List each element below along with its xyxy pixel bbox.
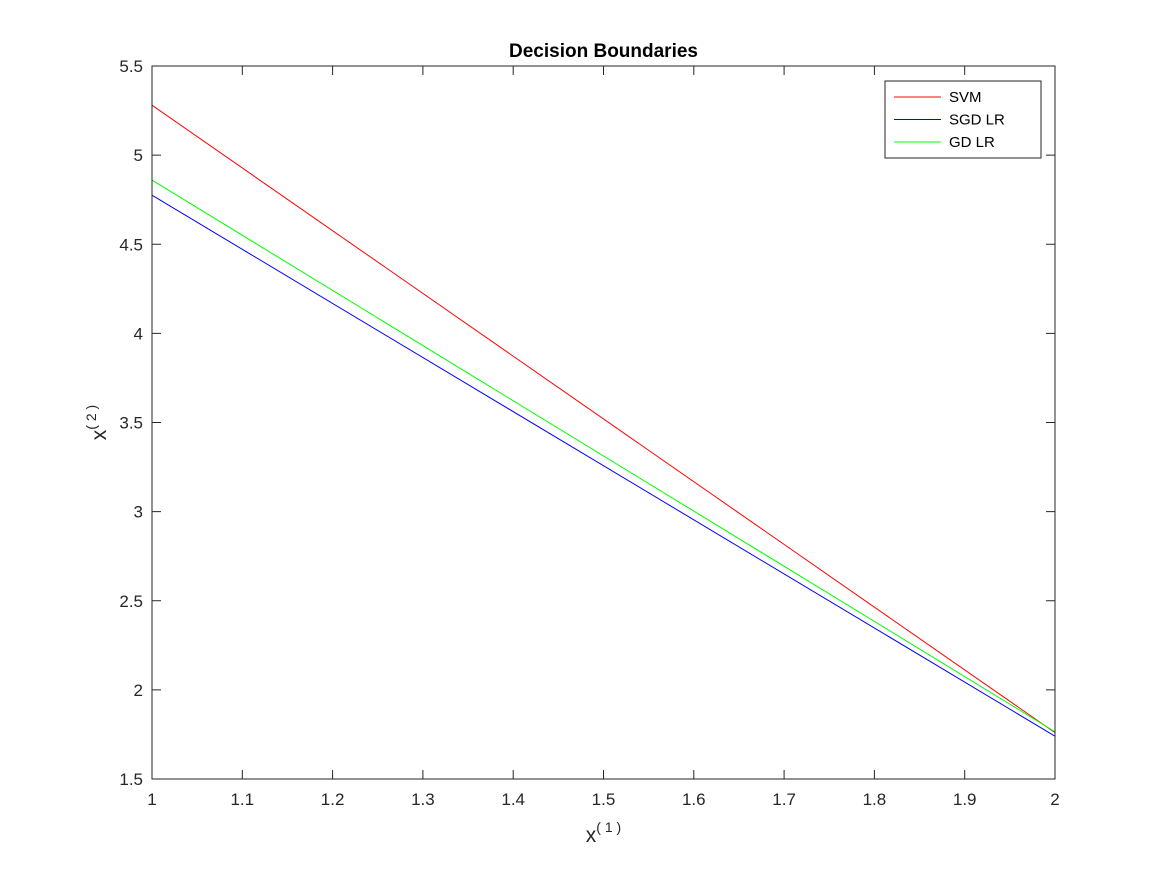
series-line-sgd-lr	[151, 194, 1056, 737]
y-axis-label-base: x	[88, 429, 111, 440]
x-tick-label: 1.4	[501, 790, 525, 809]
y-tick-label: 5	[134, 146, 143, 165]
x-tick-label: 1.7	[772, 790, 796, 809]
y-tick-label: 4	[134, 324, 143, 343]
x-axis-label-sup: ( 1 )	[596, 819, 621, 835]
chart-title: Decision Boundaries	[509, 41, 698, 62]
x-tick-label: 1.8	[863, 790, 887, 809]
legend-label-svm: SVM	[949, 89, 982, 106]
x-tick-label: 1.5	[592, 790, 616, 809]
x-tick-label: 1.3	[411, 790, 435, 809]
x-axis-label: x( 1 )	[586, 819, 621, 847]
legend-entry-svm: SVM	[894, 89, 982, 106]
x-tick-label: 1.1	[230, 790, 254, 809]
y-tick-label: 4.5	[119, 235, 143, 254]
x-tick-label: 1.2	[321, 790, 345, 809]
x-tick-label: 1.6	[682, 790, 706, 809]
x-tick-label: 1.9	[953, 790, 977, 809]
series-line-gd-lr	[151, 179, 1056, 733]
legend-label-sgd-lr: SGD LR	[949, 112, 1005, 129]
y-axis-label: x( 2 )	[83, 405, 111, 440]
legend-entry-gd-lr: GD LR	[894, 134, 995, 151]
y-axis-label-sup: ( 2 )	[83, 405, 99, 430]
plot-area	[152, 66, 1055, 779]
legend-label-gd-lr: GD LR	[949, 134, 995, 151]
x-axis-label-base: x	[586, 824, 597, 847]
x-tick-label: 2	[1050, 790, 1059, 809]
y-tick-label: 2	[134, 681, 143, 700]
series-line-svm	[151, 104, 1056, 734]
ticks-layer: 1 1.1 1.2 1.3 1.4 1.5 1.6 1.7 1.8 1.9 2 1.5 2 2.5 3 3.5…	[119, 57, 1059, 809]
y-tick-label: 1.5	[119, 770, 143, 789]
y-tick-label: 2.5	[119, 592, 143, 611]
y-tick-label: 3	[134, 503, 143, 522]
series-layer	[151, 104, 1056, 737]
legend: SVM SGD LR GD LR	[884, 80, 1042, 159]
x-tick-label: 1	[147, 790, 156, 809]
legend-entry-sgd-lr: SGD LR	[894, 112, 1005, 129]
y-tick-label: 5.5	[119, 57, 143, 76]
y-tick-label: 3.5	[119, 414, 143, 433]
